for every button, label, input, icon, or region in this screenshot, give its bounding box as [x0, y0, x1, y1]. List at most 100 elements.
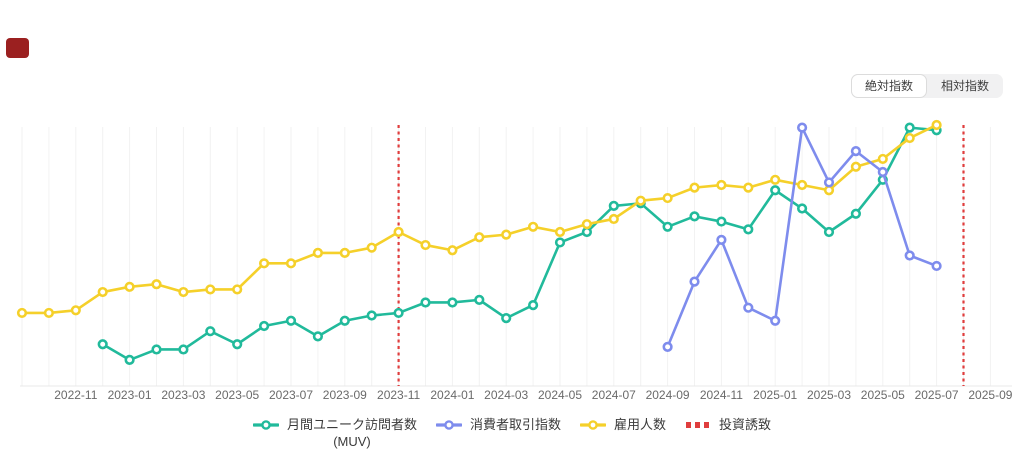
data-point[interactable] — [70, 305, 81, 316]
data-point[interactable] — [635, 195, 646, 206]
line-chart: 2022-11 2023-01 2023-03 2023-05 2023-07 2023-… — [16, 119, 1013, 402]
data-point[interactable] — [931, 119, 942, 131]
data-point[interactable] — [474, 232, 485, 243]
data-point[interactable] — [716, 179, 727, 191]
data-point[interactable] — [339, 315, 350, 326]
x-tick-label: 2025-03 — [807, 388, 851, 402]
absolute-index-button[interactable]: 絶対指数 — [850, 74, 927, 98]
data-point[interactable] — [904, 122, 915, 133]
x-tick-label: 2025-07 — [915, 388, 959, 402]
data-point[interactable] — [796, 179, 808, 191]
x-tick-label: 2024-01 — [430, 388, 474, 402]
data-point[interactable] — [554, 237, 566, 248]
relative-index-button[interactable]: 相対指数 — [927, 74, 1003, 98]
data-point[interactable] — [931, 260, 942, 272]
data-point[interactable] — [259, 320, 270, 332]
data-point[interactable] — [339, 247, 350, 258]
data-point[interactable] — [823, 185, 835, 196]
x-tick-label: 2024-07 — [592, 388, 636, 402]
x-tick-label: 2025-05 — [861, 388, 905, 402]
data-point[interactable] — [796, 122, 808, 133]
x-tick-label: 2022-11 — [54, 388, 97, 402]
data-point[interactable] — [205, 284, 216, 295]
data-point[interactable] — [366, 310, 377, 321]
data-point[interactable] — [393, 307, 404, 319]
chart-legend: 月間ユニーク訪問者数 (MUV) 消費者取引指数 雇用人数 投資誘致 — [0, 416, 1024, 450]
data-point[interactable] — [501, 229, 512, 240]
data-point[interactable] — [420, 297, 431, 308]
data-point[interactable] — [743, 224, 754, 235]
index-mode-toggle: 絶対指数 相対指数 — [850, 74, 1003, 98]
data-point[interactable] — [285, 315, 297, 326]
data-point[interactable] — [501, 313, 512, 324]
data-point[interactable] — [770, 315, 781, 326]
employment-line-swatch — [580, 420, 606, 430]
data-point[interactable] — [124, 354, 135, 366]
data-point[interactable] — [743, 302, 754, 313]
data-point[interactable] — [662, 192, 673, 204]
data-point[interactable] — [743, 182, 754, 193]
data-point[interactable] — [205, 326, 216, 337]
data-point[interactable] — [608, 213, 619, 225]
data-point[interactable] — [97, 339, 108, 350]
data-point[interactable] — [850, 208, 862, 219]
x-tick-label: 2024-11 — [700, 388, 743, 402]
x-tick-label: 2023-01 — [108, 388, 152, 402]
data-point[interactable] — [312, 247, 324, 258]
x-tick-label: 2023-11 — [377, 388, 420, 402]
data-point[interactable] — [770, 185, 781, 196]
data-point[interactable] — [527, 299, 539, 311]
data-point[interactable] — [312, 331, 324, 342]
data-point[interactable] — [581, 219, 593, 230]
x-tick-label: 2025-01 — [753, 388, 797, 402]
data-point[interactable] — [43, 307, 55, 319]
data-point[interactable] — [393, 226, 404, 238]
data-point[interactable] — [97, 286, 108, 298]
data-point[interactable] — [554, 226, 566, 238]
data-point[interactable] — [823, 177, 835, 188]
data-point[interactable] — [877, 153, 888, 165]
data-point[interactable] — [823, 226, 835, 238]
legend-item-consumer-index[interactable]: 消費者取引指数 — [435, 416, 561, 433]
data-point[interactable] — [662, 221, 673, 232]
data-point[interactable] — [232, 284, 243, 295]
red-marker — [6, 38, 29, 58]
data-point[interactable] — [716, 216, 727, 227]
data-point[interactable] — [716, 234, 727, 245]
data-point[interactable] — [877, 166, 888, 178]
data-point[interactable] — [232, 339, 243, 350]
data-point[interactable] — [124, 281, 135, 292]
data-point[interactable] — [904, 250, 915, 261]
data-point[interactable] — [178, 344, 189, 355]
data-point[interactable] — [285, 258, 297, 269]
data-point[interactable] — [527, 221, 539, 232]
data-point[interactable] — [689, 276, 700, 287]
data-point[interactable] — [16, 307, 28, 319]
x-tick-label: 2023-05 — [215, 388, 259, 402]
data-point[interactable] — [581, 226, 593, 238]
legend-item-employment[interactable]: 雇用人数 — [580, 416, 666, 433]
data-point[interactable] — [662, 341, 673, 352]
data-point[interactable] — [770, 174, 781, 185]
data-point[interactable] — [904, 132, 915, 144]
legend-label-employment: 雇用人数 — [614, 417, 667, 432]
data-point[interactable] — [420, 239, 431, 251]
data-point[interactable] — [850, 161, 862, 172]
data-point[interactable] — [447, 297, 458, 308]
data-point[interactable] — [366, 242, 377, 253]
data-point[interactable] — [608, 200, 619, 212]
data-point[interactable] — [474, 294, 485, 305]
data-point[interactable] — [689, 211, 700, 222]
legend-item-muv[interactable]: 月間ユニーク訪問者数 (MUV) — [252, 416, 417, 450]
data-point[interactable] — [151, 344, 162, 355]
data-point[interactable] — [151, 279, 162, 290]
data-point[interactable] — [178, 286, 189, 298]
data-point[interactable] — [850, 146, 862, 157]
data-point[interactable] — [259, 258, 270, 269]
data-point[interactable] — [796, 203, 808, 214]
data-point[interactable] — [689, 182, 700, 193]
data-point[interactable] — [447, 245, 458, 256]
legend-item-investment-event[interactable]: 投資誘致 — [685, 416, 771, 433]
consumer-index-line-swatch — [435, 420, 462, 430]
